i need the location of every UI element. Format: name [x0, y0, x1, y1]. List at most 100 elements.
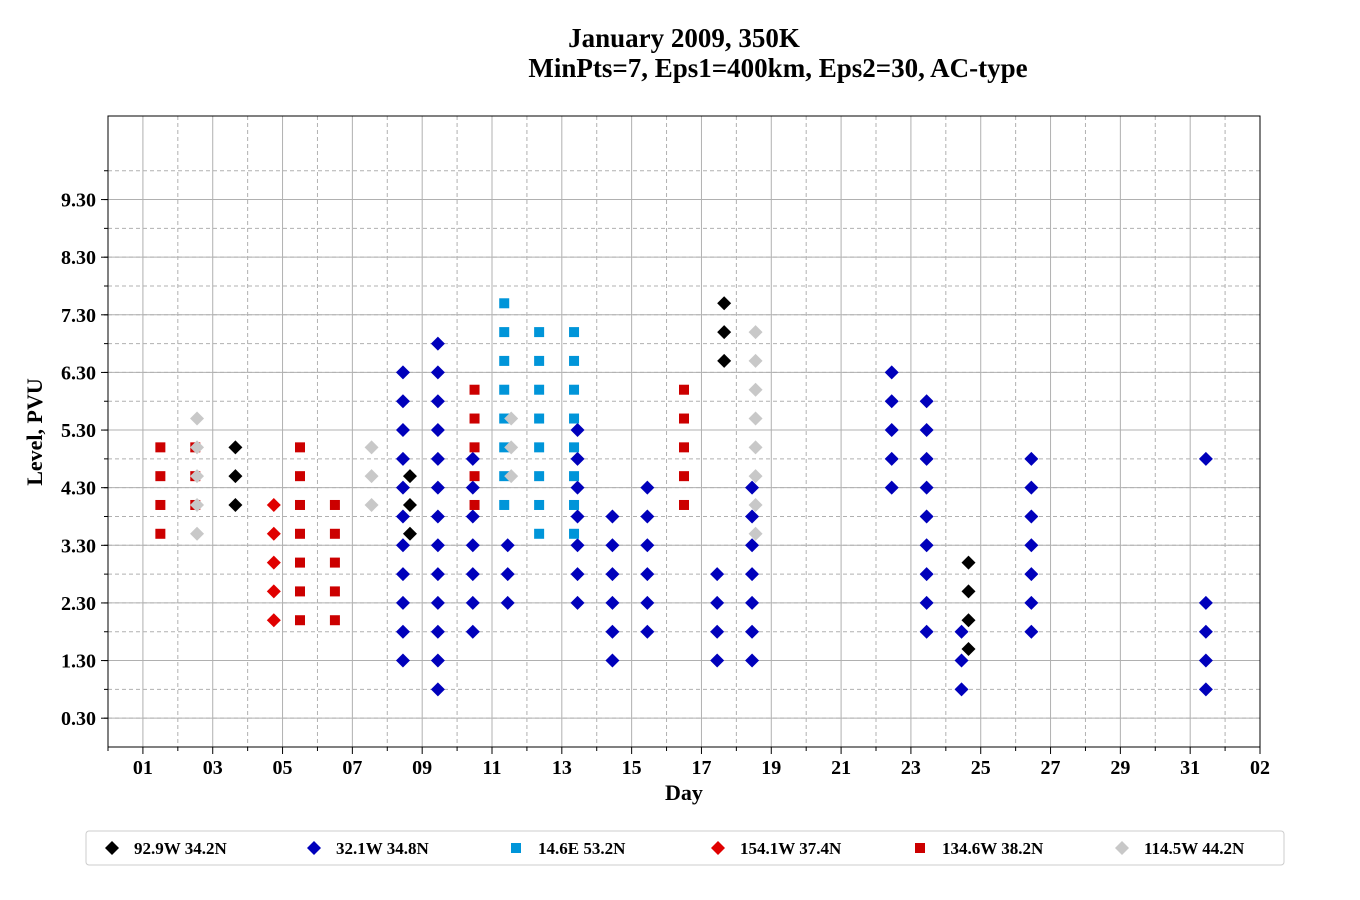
data-point [190, 526, 205, 541]
series-92-9w-34-2n [228, 296, 976, 657]
data-point [745, 567, 760, 582]
x-tick-label: 23 [901, 757, 921, 779]
series-114-5w-44-2n [190, 325, 763, 541]
data-point [884, 394, 899, 409]
legend-item: 32.1W 34.8N [307, 839, 429, 858]
data-point [364, 469, 379, 484]
data-point [500, 567, 515, 582]
data-point [748, 382, 763, 397]
data-point [295, 528, 305, 539]
data-point [1024, 567, 1039, 582]
data-point [640, 595, 655, 610]
data-point [190, 411, 205, 426]
data-point [679, 413, 689, 424]
data-point [228, 440, 243, 455]
data-point [329, 499, 340, 510]
data-point [402, 469, 417, 484]
y-axis-label: Level, PVU [22, 378, 47, 486]
legend-marker [915, 843, 925, 853]
data-point [919, 480, 934, 495]
data-point [570, 567, 585, 582]
data-point [570, 451, 585, 466]
data-point [469, 413, 480, 424]
data-point [430, 653, 445, 668]
data-point [395, 480, 410, 495]
data-point [402, 526, 417, 541]
data-point [1024, 595, 1039, 610]
data-point [395, 423, 410, 438]
data-point [919, 451, 934, 466]
data-point [266, 555, 281, 570]
data-point [500, 595, 515, 610]
axis-ticks: 01 03 05 07 09 11 13 15 17 19 21 23 25 27 29 31 02 0.30 1.… [61, 170, 1270, 779]
x-tick-label: 11 [483, 757, 502, 779]
data-point [465, 480, 480, 495]
data-point [1024, 624, 1039, 639]
data-point [710, 567, 725, 582]
data-point [534, 355, 545, 366]
y-tick-label: 8.30 [61, 247, 96, 269]
data-point [919, 394, 934, 409]
data-point [954, 682, 969, 697]
grid [107, 116, 1261, 747]
data-point [570, 595, 585, 610]
x-tick-label: 03 [203, 757, 223, 779]
data-point [745, 538, 760, 553]
data-point [395, 567, 410, 582]
legend-item: 154.1W 37.4N [711, 839, 842, 858]
data-point [295, 499, 305, 510]
data-point [499, 298, 510, 309]
data-point [266, 584, 281, 599]
data-point [919, 624, 934, 639]
data-point [430, 567, 445, 582]
data-point [748, 469, 763, 484]
data-point [430, 423, 445, 438]
data-point [469, 442, 480, 453]
data-point [395, 595, 410, 610]
y-tick-label: 6.30 [61, 362, 96, 384]
data-point [534, 528, 545, 539]
data-point [402, 497, 417, 512]
y-tick-label: 3.30 [61, 535, 96, 557]
legend-item: 14.6E 53.2N [511, 839, 626, 858]
data-point [748, 526, 763, 541]
data-point [430, 624, 445, 639]
legend-label: 114.5W 44.2N [1144, 839, 1245, 858]
legend-marker [1115, 841, 1129, 855]
data-point [679, 499, 689, 510]
data-point [430, 538, 445, 553]
data-point [569, 355, 580, 366]
data-point [1024, 509, 1039, 524]
data-point [919, 509, 934, 524]
data-point [465, 451, 480, 466]
data-point [228, 469, 243, 484]
data-point [499, 355, 510, 366]
x-tick-label: 13 [552, 757, 572, 779]
legend-box [85, 830, 1285, 866]
data-point [640, 567, 655, 582]
y-tick-label: 9.30 [61, 190, 96, 212]
data-point [605, 624, 620, 639]
data-point [748, 325, 763, 340]
data-point [679, 384, 689, 395]
data-point [1024, 538, 1039, 553]
y-tick-label: 1.30 [61, 651, 96, 673]
data-point [499, 499, 510, 510]
data-point [500, 538, 515, 553]
x-axis-label: Day [665, 780, 703, 805]
data-point [430, 480, 445, 495]
data-point [469, 384, 480, 395]
legend-label: 134.6W 38.2N [942, 839, 1044, 858]
data-point [266, 497, 281, 512]
data-point [295, 471, 305, 482]
data-point [919, 538, 934, 553]
data-point [329, 557, 340, 568]
data-point [640, 480, 655, 495]
data-point [395, 451, 410, 466]
legend-marker [711, 841, 725, 855]
data-point [190, 497, 205, 512]
series-32-1w-34-8n [395, 336, 1213, 697]
data-point [499, 384, 510, 395]
data-point [430, 365, 445, 380]
